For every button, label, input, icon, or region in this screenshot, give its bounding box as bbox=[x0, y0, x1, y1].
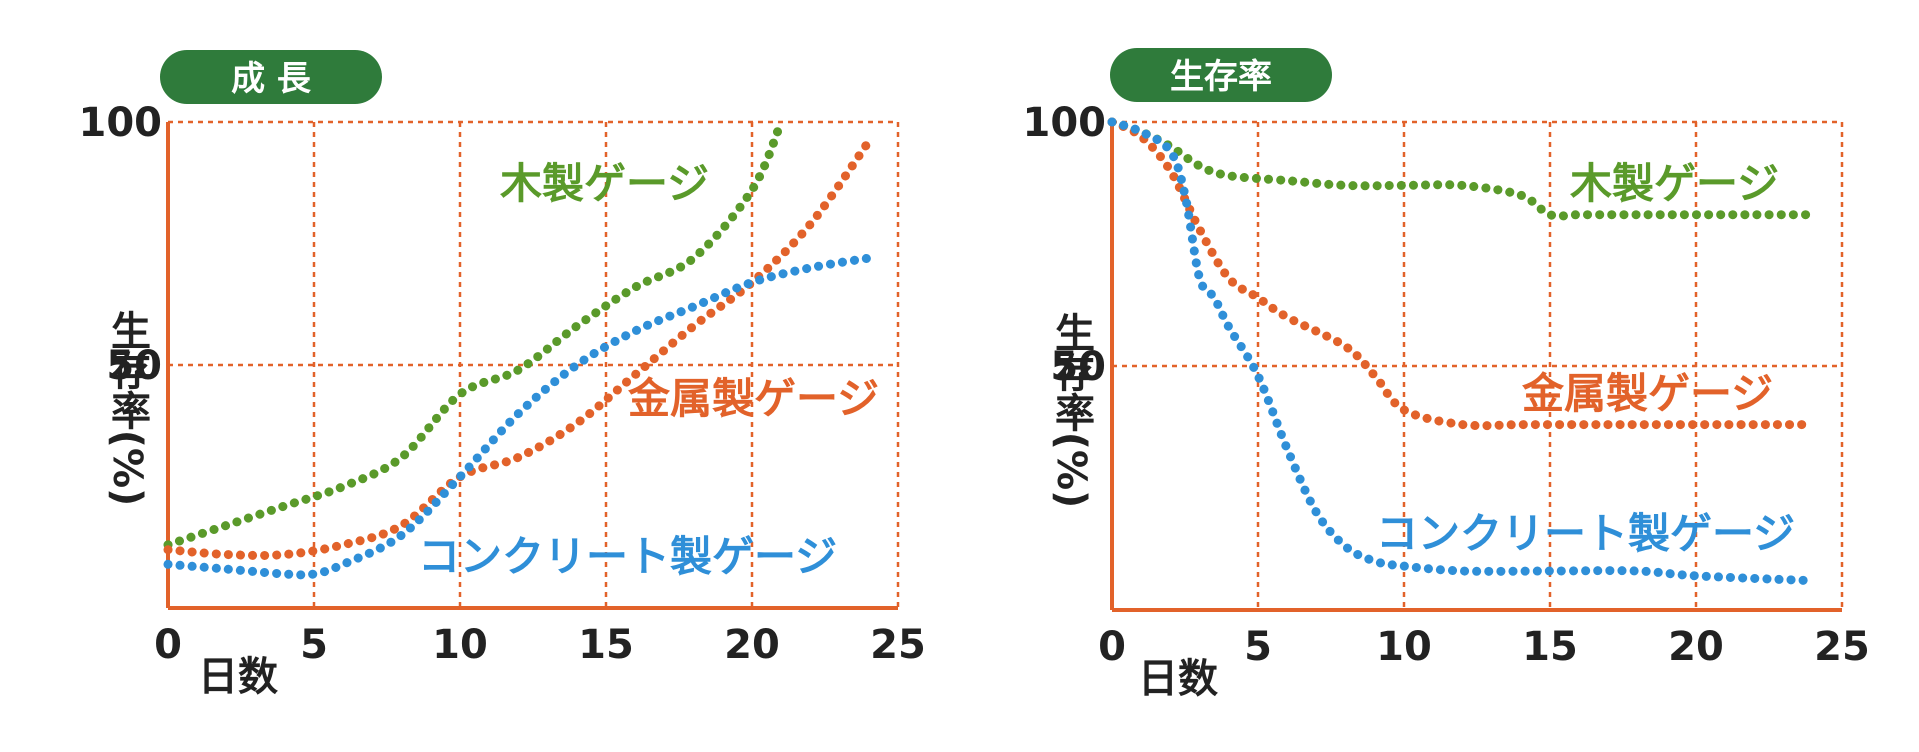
chart-panel-growth: 成 長 0 5 10 15 20 25 50 100 生存率(%) 日数 木製ゲージ 金属製ゲ… bbox=[79, 50, 926, 700]
y-tick-label: 100 bbox=[1023, 100, 1107, 146]
series-layer bbox=[1107, 117, 1818, 586]
gridlines bbox=[1112, 120, 1844, 610]
tick-labels: 0 5 10 15 20 25 50 100 bbox=[1023, 100, 1870, 670]
title-badge: 生存率 bbox=[1110, 48, 1332, 102]
y-axis-title: 生存率(%) bbox=[104, 310, 151, 507]
x-tick-label: 25 bbox=[1814, 624, 1870, 670]
chart-title: 生存率 bbox=[1170, 57, 1272, 97]
series-line bbox=[163, 136, 874, 560]
series-line bbox=[163, 117, 786, 550]
series-layer bbox=[163, 117, 874, 580]
series-line bbox=[1107, 117, 1818, 586]
x-tick-label: 15 bbox=[578, 622, 634, 668]
title-badge-pill bbox=[1110, 48, 1332, 102]
series-line bbox=[163, 253, 874, 580]
x-tick-label: 10 bbox=[432, 622, 488, 668]
axes bbox=[1110, 122, 1842, 612]
series-label-metal: 金属製ゲージ bbox=[1521, 369, 1773, 418]
y-tick-label: 50 bbox=[1050, 344, 1106, 390]
tick-labels: 0 5 10 15 20 25 50 100 bbox=[79, 100, 926, 668]
y-tick-label: 50 bbox=[106, 343, 162, 389]
x-tick-label: 15 bbox=[1522, 624, 1578, 670]
x-tick-label: 0 bbox=[154, 622, 182, 668]
series-label-wood: 木製ゲージ bbox=[1570, 159, 1779, 208]
x-axis-title: 日数 bbox=[1138, 656, 1218, 702]
chart-title: 成 長 bbox=[231, 59, 312, 99]
series-line bbox=[1107, 117, 1818, 221]
x-tick-label: 20 bbox=[724, 622, 780, 668]
y-tick-label: 100 bbox=[79, 100, 163, 146]
title-badge-pill bbox=[160, 50, 382, 104]
axes bbox=[166, 122, 898, 610]
x-tick-label: 10 bbox=[1376, 624, 1432, 670]
series-label-metal: 金属製ゲージ bbox=[627, 374, 879, 423]
x-tick-label: 20 bbox=[1668, 624, 1724, 670]
y-axis-title: 生存率(%) bbox=[1048, 312, 1095, 509]
x-tick-label: 5 bbox=[1244, 624, 1272, 670]
x-tick-label: 0 bbox=[1098, 624, 1126, 670]
x-tick-label: 25 bbox=[870, 622, 926, 668]
x-axis-title: 日数 bbox=[198, 654, 278, 700]
chart-panel-survival: 生存率 0 5 10 15 20 25 50 100 生存率(%) 日数 木製ゲージ 金属製ゲ… bbox=[1023, 48, 1870, 702]
series-label-wood: 木製ゲージ bbox=[500, 159, 709, 208]
series-label-concrete: コンクリート製ゲージ bbox=[1376, 509, 1795, 558]
gridlines bbox=[168, 120, 900, 608]
series-label-concrete: コンクリート製ゲージ bbox=[418, 532, 837, 581]
x-tick-label: 5 bbox=[300, 622, 328, 668]
title-badge: 成 長 bbox=[160, 50, 382, 104]
